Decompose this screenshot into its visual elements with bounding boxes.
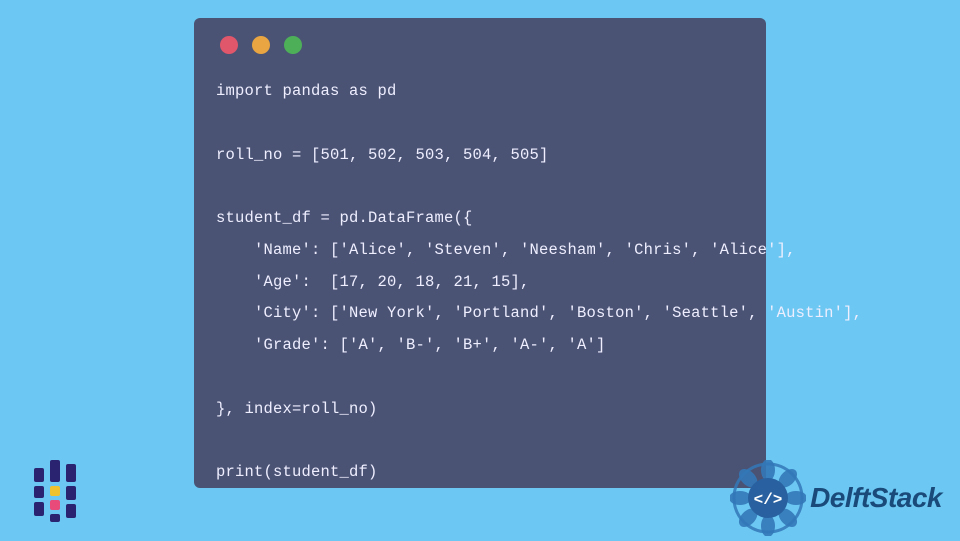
- logo-bar: [50, 500, 60, 510]
- logo-bar: [34, 486, 44, 498]
- logo-bar: [34, 468, 44, 482]
- minimize-icon[interactable]: [252, 36, 270, 54]
- delftstack-brand: </> DelftStack: [730, 460, 942, 536]
- brand-badge-icon: </>: [730, 460, 806, 536]
- maximize-icon[interactable]: [284, 36, 302, 54]
- logo-bar: [66, 464, 76, 482]
- logo-bar: [50, 486, 60, 496]
- logo-bar: [50, 460, 60, 482]
- logo-bar: [50, 514, 60, 522]
- logo-bar: [34, 502, 44, 516]
- left-logo: [34, 460, 86, 522]
- code-window: import pandas as pd roll_no = [501, 502,…: [194, 18, 766, 488]
- code-block: import pandas as pd roll_no = [501, 502,…: [216, 76, 744, 489]
- logo-bar: [66, 486, 76, 500]
- close-icon[interactable]: [220, 36, 238, 54]
- brand-text: DelftStack: [810, 482, 942, 514]
- logo-bar: [66, 504, 76, 518]
- svg-text:</>: </>: [754, 491, 783, 509]
- window-controls: [220, 36, 744, 54]
